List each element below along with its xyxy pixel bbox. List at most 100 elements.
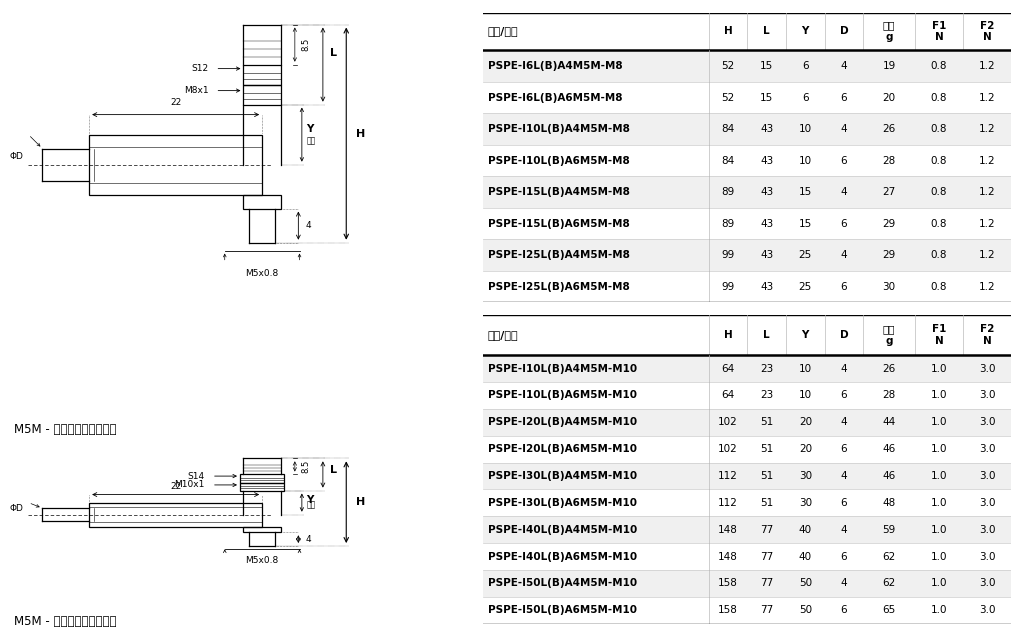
Text: 4: 4	[840, 578, 847, 588]
Text: L: L	[330, 48, 337, 57]
Text: 158: 158	[718, 578, 738, 588]
Text: 62: 62	[883, 551, 896, 561]
Bar	[244, 65, 280, 84]
Text: 10: 10	[799, 364, 812, 374]
Text: M5x0.8: M5x0.8	[246, 556, 278, 565]
Text: 型号/尺寸: 型号/尺寸	[488, 330, 518, 340]
Bar	[483, 570, 1011, 597]
Text: 0.8: 0.8	[931, 61, 947, 71]
Text: 19: 19	[883, 61, 896, 71]
Text: 65: 65	[883, 605, 896, 616]
Text: 1.0: 1.0	[931, 551, 947, 561]
Text: L: L	[763, 330, 770, 340]
Text: 22: 22	[170, 98, 181, 106]
Text: 89: 89	[721, 219, 735, 229]
Text: 1.0: 1.0	[931, 525, 947, 535]
Text: 28: 28	[883, 391, 896, 401]
Text: 1.0: 1.0	[931, 578, 947, 588]
Text: 59: 59	[883, 525, 896, 535]
Text: 40: 40	[799, 525, 812, 535]
Text: 99: 99	[721, 250, 735, 260]
Text: S12: S12	[191, 64, 208, 73]
Bar	[483, 176, 1011, 208]
Text: 0.8: 0.8	[931, 156, 947, 166]
Text: 10: 10	[799, 124, 812, 134]
Text: 3.0: 3.0	[978, 498, 996, 508]
Text: 0.8: 0.8	[931, 124, 947, 134]
Bar	[483, 462, 1011, 490]
Text: PSPE-I20L(B)A6M5M-M10: PSPE-I20L(B)A6M5M-M10	[488, 444, 637, 454]
Text: 158: 158	[718, 605, 738, 616]
Text: 单重
g: 单重 g	[883, 324, 895, 346]
Text: PSPE-I40L(B)A4M5M-M10: PSPE-I40L(B)A4M5M-M10	[488, 525, 637, 535]
Bar	[483, 490, 1011, 516]
Text: 0.8: 0.8	[931, 250, 947, 260]
Text: F1
N: F1 N	[932, 324, 946, 346]
Text: 23: 23	[760, 391, 773, 401]
Text: 30: 30	[799, 498, 812, 508]
Text: 4: 4	[840, 61, 847, 71]
Text: 3.0: 3.0	[978, 364, 996, 374]
Text: 99: 99	[721, 282, 735, 292]
Text: Y: Y	[307, 495, 314, 505]
Bar	[244, 527, 280, 532]
Text: 29: 29	[883, 219, 896, 229]
Text: 15: 15	[799, 219, 812, 229]
Text: 4: 4	[306, 221, 311, 230]
Text: 6: 6	[840, 391, 847, 401]
Text: 6: 6	[840, 498, 847, 508]
Text: 44: 44	[883, 417, 896, 427]
Text: PSPE-I25L(B)A6M5M-M8: PSPE-I25L(B)A6M5M-M8	[488, 282, 630, 292]
Text: PSPE-I50L(B)A4M5M-M10: PSPE-I50L(B)A4M5M-M10	[488, 578, 637, 588]
Bar	[483, 113, 1011, 145]
Bar	[483, 436, 1011, 462]
Text: 46: 46	[883, 471, 896, 481]
Text: 112: 112	[718, 471, 738, 481]
Text: H: H	[723, 26, 733, 37]
Text: 1.2: 1.2	[978, 250, 996, 260]
Text: 0.8: 0.8	[931, 187, 947, 197]
Bar	[240, 483, 284, 491]
Text: Y: Y	[802, 26, 809, 37]
Text: 4: 4	[840, 124, 847, 134]
Text: 行程: 行程	[307, 136, 316, 145]
Text: PSPE-I10L(B)A6M5M-M10: PSPE-I10L(B)A6M5M-M10	[488, 391, 637, 401]
Text: 1.2: 1.2	[978, 61, 996, 71]
Text: 1.2: 1.2	[978, 156, 996, 166]
Text: 48: 48	[883, 498, 896, 508]
Bar	[483, 597, 1011, 624]
Bar	[483, 82, 1011, 113]
Text: 77: 77	[760, 551, 773, 561]
Text: 4: 4	[840, 417, 847, 427]
Text: 20: 20	[799, 417, 812, 427]
Text: 0.8: 0.8	[931, 282, 947, 292]
Bar	[483, 355, 1011, 382]
Text: PSPE-I30L(B)A4M5M-M10: PSPE-I30L(B)A4M5M-M10	[488, 471, 637, 481]
Text: PSPE-I50L(B)A6M5M-M10: PSPE-I50L(B)A6M5M-M10	[488, 605, 637, 616]
Text: 行程: 行程	[307, 500, 316, 510]
Text: 22: 22	[170, 483, 181, 491]
Text: PSPE-I20L(B)A4M5M-M10: PSPE-I20L(B)A4M5M-M10	[488, 417, 637, 427]
Text: 43: 43	[760, 156, 773, 166]
Text: 43: 43	[760, 124, 773, 134]
Bar	[483, 382, 1011, 409]
Text: 3.0: 3.0	[978, 471, 996, 481]
Text: 4: 4	[840, 471, 847, 481]
Text: 6: 6	[840, 219, 847, 229]
Text: 89: 89	[721, 187, 735, 197]
Text: 148: 148	[718, 525, 738, 535]
Text: 15: 15	[799, 187, 812, 197]
Text: 6: 6	[840, 282, 847, 292]
Text: PSPE-I6L(B)A6M5M-M8: PSPE-I6L(B)A6M5M-M8	[488, 93, 623, 103]
Text: 46: 46	[883, 444, 896, 454]
Text: 3.0: 3.0	[978, 578, 996, 588]
Text: H: H	[356, 497, 365, 507]
Text: M5M - 水平方向外螺纹连接: M5M - 水平方向外螺纹连接	[14, 423, 117, 436]
Bar	[483, 543, 1011, 570]
Text: 25: 25	[799, 250, 812, 260]
Text: Y: Y	[307, 123, 314, 134]
Text: 8.5: 8.5	[302, 38, 311, 51]
Text: 1.0: 1.0	[931, 605, 947, 616]
Text: D: D	[839, 330, 848, 340]
Text: M8x1: M8x1	[184, 86, 208, 95]
